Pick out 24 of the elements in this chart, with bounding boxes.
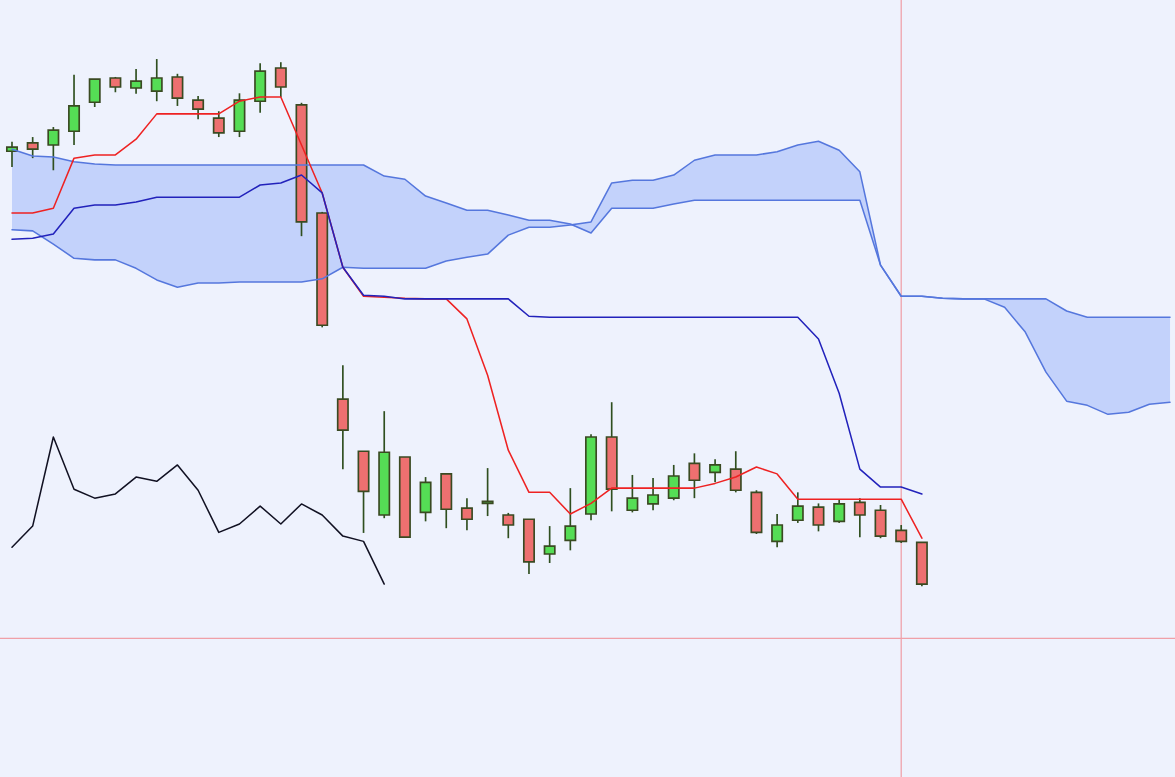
candlestick (88, 78, 101, 108)
candlestick (688, 452, 701, 499)
candlestick (192, 95, 205, 120)
candlestick (130, 68, 143, 95)
candlestick (626, 474, 639, 514)
candlestick (791, 491, 804, 524)
candlestick (47, 126, 60, 172)
candlestick (833, 498, 846, 524)
candlestick (274, 61, 287, 98)
candlestick (150, 58, 163, 103)
candlestick (460, 497, 473, 532)
candlestick (26, 136, 39, 159)
candlestick (647, 477, 660, 512)
candlestick (853, 497, 866, 538)
candlestick (564, 487, 577, 552)
candlestick (729, 450, 742, 494)
candlestick (543, 525, 556, 564)
candlestick (502, 512, 515, 540)
candlestick (812, 502, 825, 533)
candlestick (212, 110, 225, 138)
candlestick (771, 513, 784, 549)
candlestick (171, 72, 184, 107)
candlestick (709, 458, 722, 484)
candlestick (481, 467, 494, 517)
